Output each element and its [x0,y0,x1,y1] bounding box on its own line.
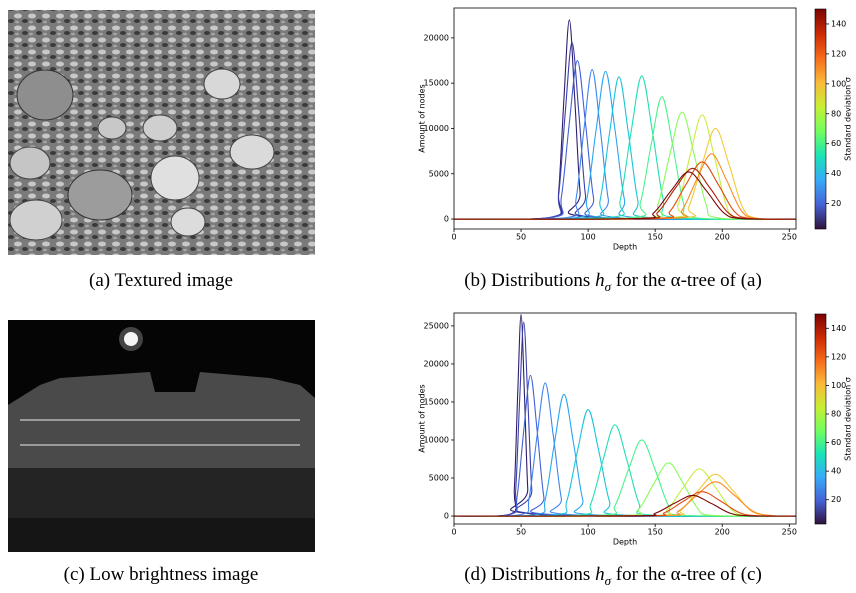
series-line [454,42,796,219]
series-line [454,154,796,219]
series-group [454,20,796,220]
x-tick-label: 150 [648,528,663,537]
colorbar-tick-label: 60 [831,438,841,447]
y-tick-label: 15000 [424,397,449,406]
series-line [454,495,796,516]
textured-photo [8,10,315,255]
x-axis-label: Depth [613,538,637,547]
image-caption: (c) Low brightness image [64,564,259,586]
colorbar-tick-label: 40 [831,169,841,178]
x-tick-label: 0 [451,528,456,537]
night-photo [8,320,315,552]
colorbar-tick-label: 60 [831,139,841,148]
series-line [454,315,796,517]
x-tick-label: 250 [782,233,797,242]
x-tick-label: 100 [580,528,595,537]
colorbar-tick-label: 20 [831,199,841,208]
colorbar-label: Standard deviation σ [844,77,853,161]
x-tick-label: 150 [648,233,663,242]
x-tick-label: 50 [516,528,526,537]
colorbar-tick-label: 120 [831,49,846,58]
series-line [454,383,796,516]
series-line [454,20,796,220]
series-line [454,61,796,220]
series-line [454,70,796,220]
x-tick-label: 200 [715,233,730,242]
colorbar-tick-label: 120 [831,352,846,361]
plot-frame [454,8,796,229]
series-line [454,492,796,516]
caption-symbol: h [595,270,605,291]
x-tick-label: 50 [516,233,526,242]
figure-canvas: 05010015020025005000100001500020000Depth… [0,0,856,593]
colorbar [815,314,826,524]
series-line [454,71,796,219]
x-axis-label: Depth [613,243,637,252]
colorbar-tick-label: 80 [831,410,841,419]
series-line [454,77,796,220]
chart-caption: (b) Distributions hσ for the α-tree of (… [464,270,762,295]
colorbar-tick-label: 40 [831,467,841,476]
y-tick-label: 5000 [429,169,449,178]
y-tick-label: 0 [444,215,449,224]
colorbar-tick-label: 20 [831,495,841,504]
plot-frame [454,313,796,524]
series-group [454,315,796,517]
caption-text: for the α-tree of (a) [611,270,762,291]
chart: 0 50 100 150 200 250 0 5000 10000 15000 20000 25000… [418,313,853,547]
x-tick-label: 0 [451,233,456,242]
x-tick-label: 250 [782,528,797,537]
colorbar-tick-label: 140 [831,324,846,333]
y-tick-label: 20000 [424,33,449,42]
x-tick-label: 200 [715,528,730,537]
colorbar [815,9,826,229]
series-line [454,322,796,516]
colorbar-tick-label: 80 [831,109,841,118]
figure: 05010015020025005000100001500020000Depth… [0,0,856,593]
colorbar-label: Standard deviation σ [844,377,853,461]
y-tick-label: 25000 [424,321,449,330]
series-line [454,410,796,517]
x-tick-label: 100 [580,233,595,242]
y-tick-label: 0 [444,512,449,521]
caption-text: (b) Distributions [464,270,595,291]
series-line [454,463,796,516]
series-line [454,76,796,219]
image-caption: (a) Textured image [89,270,233,292]
caption-symbol: h [595,564,605,585]
chart: 0 50 100 150 200 250 0 5000 10000 15000 20000 Depth… [418,8,853,252]
chart-caption: (d) Distributions hσ for the α-tree of (… [464,564,762,589]
colorbar-tick-label: 140 [831,19,846,28]
y-axis-label: Amount of nodes [418,384,427,452]
caption-text: (d) Distributions [464,564,595,585]
series-line [454,115,796,219]
series-line [454,482,796,516]
series-line [454,375,796,516]
y-tick-label: 15000 [424,79,449,88]
y-tick-label: 10000 [424,124,449,133]
y-tick-label: 5000 [429,473,449,482]
series-line [454,469,796,516]
y-axis-label: Amount of nodes [418,84,427,152]
caption-text: for the α-tree of (c) [611,564,762,585]
y-tick-label: 20000 [424,359,449,368]
series-line [454,425,796,516]
y-tick-label: 10000 [424,435,449,444]
